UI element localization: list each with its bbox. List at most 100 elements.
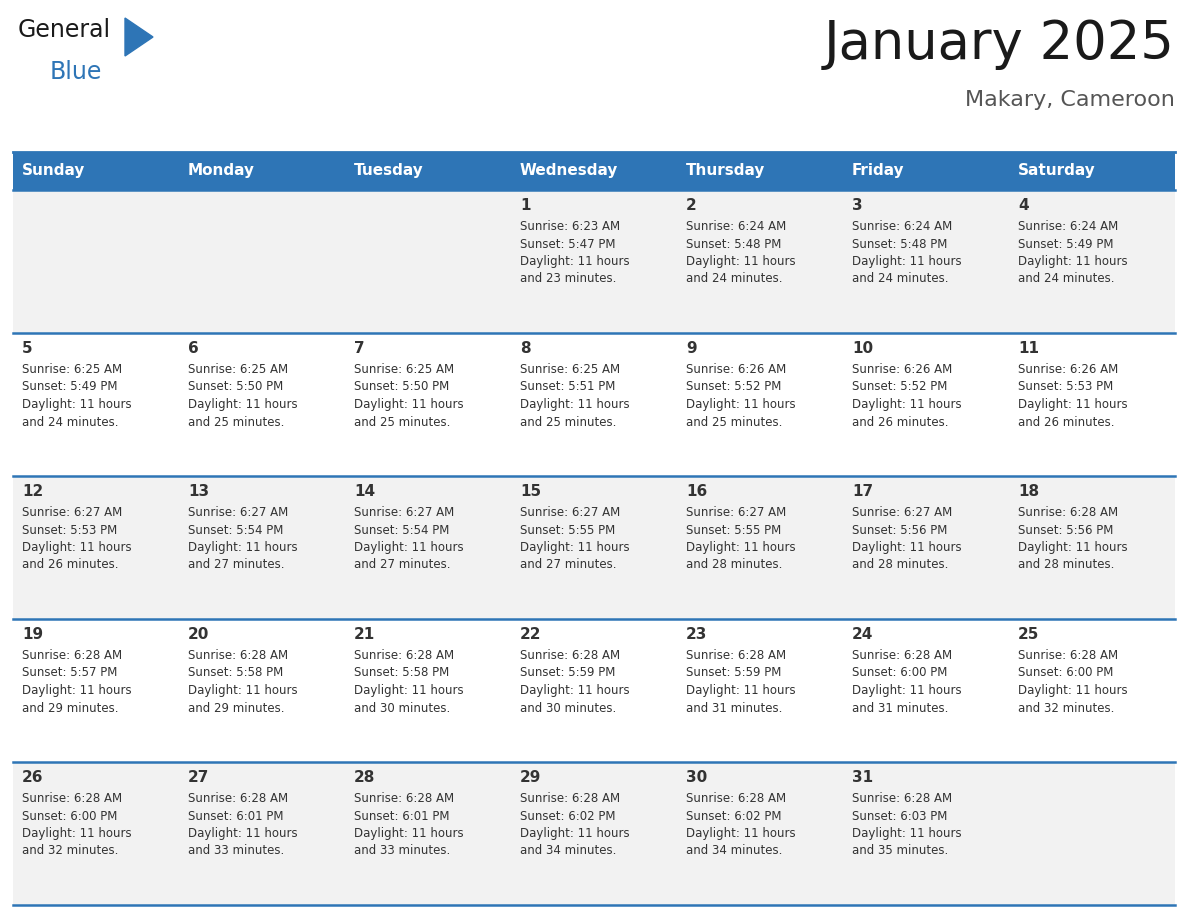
Text: 7: 7 — [354, 341, 365, 356]
Bar — [345, 476, 511, 619]
Bar — [1009, 476, 1175, 619]
Text: Friday: Friday — [852, 163, 904, 178]
Bar — [179, 190, 345, 333]
Text: 8: 8 — [520, 341, 531, 356]
Text: 16: 16 — [685, 484, 707, 499]
Bar — [345, 152, 511, 190]
Bar — [677, 333, 843, 476]
Text: Sunrise: 6:28 AM
Sunset: 5:59 PM
Daylight: 11 hours
and 30 minutes.: Sunrise: 6:28 AM Sunset: 5:59 PM Dayligh… — [520, 649, 630, 714]
Bar — [843, 476, 1009, 619]
Text: 28: 28 — [354, 770, 375, 785]
Bar — [1009, 619, 1175, 762]
Text: Sunrise: 6:24 AM
Sunset: 5:49 PM
Daylight: 11 hours
and 24 minutes.: Sunrise: 6:24 AM Sunset: 5:49 PM Dayligh… — [1018, 220, 1127, 285]
Text: Sunrise: 6:24 AM
Sunset: 5:48 PM
Daylight: 11 hours
and 24 minutes.: Sunrise: 6:24 AM Sunset: 5:48 PM Dayligh… — [852, 220, 961, 285]
Bar — [677, 476, 843, 619]
Bar — [511, 190, 677, 333]
Text: 26: 26 — [23, 770, 44, 785]
Text: 23: 23 — [685, 627, 707, 642]
Bar — [345, 619, 511, 762]
Bar — [677, 762, 843, 905]
Text: 5: 5 — [23, 341, 32, 356]
Text: 31: 31 — [852, 770, 873, 785]
Text: Sunrise: 6:28 AM
Sunset: 6:01 PM
Daylight: 11 hours
and 33 minutes.: Sunrise: 6:28 AM Sunset: 6:01 PM Dayligh… — [354, 792, 463, 857]
Bar — [677, 190, 843, 333]
Text: 27: 27 — [188, 770, 209, 785]
Text: 9: 9 — [685, 341, 696, 356]
Text: Wednesday: Wednesday — [520, 163, 619, 178]
Bar — [511, 333, 677, 476]
Text: Tuesday: Tuesday — [354, 163, 424, 178]
Text: Sunrise: 6:28 AM
Sunset: 5:56 PM
Daylight: 11 hours
and 28 minutes.: Sunrise: 6:28 AM Sunset: 5:56 PM Dayligh… — [1018, 506, 1127, 572]
Text: 24: 24 — [852, 627, 873, 642]
Bar — [843, 152, 1009, 190]
Text: Saturday: Saturday — [1018, 163, 1095, 178]
Text: Sunrise: 6:27 AM
Sunset: 5:56 PM
Daylight: 11 hours
and 28 minutes.: Sunrise: 6:27 AM Sunset: 5:56 PM Dayligh… — [852, 506, 961, 572]
Text: Blue: Blue — [50, 60, 102, 84]
Bar — [1009, 152, 1175, 190]
Text: 2: 2 — [685, 198, 696, 213]
Text: Sunrise: 6:25 AM
Sunset: 5:51 PM
Daylight: 11 hours
and 25 minutes.: Sunrise: 6:25 AM Sunset: 5:51 PM Dayligh… — [520, 363, 630, 429]
Bar — [179, 333, 345, 476]
Text: Sunrise: 6:28 AM
Sunset: 6:02 PM
Daylight: 11 hours
and 34 minutes.: Sunrise: 6:28 AM Sunset: 6:02 PM Dayligh… — [685, 792, 796, 857]
Text: Sunrise: 6:26 AM
Sunset: 5:52 PM
Daylight: 11 hours
and 26 minutes.: Sunrise: 6:26 AM Sunset: 5:52 PM Dayligh… — [852, 363, 961, 429]
Text: Makary, Cameroon: Makary, Cameroon — [965, 90, 1175, 110]
Bar — [1009, 190, 1175, 333]
Bar — [677, 619, 843, 762]
Text: Sunrise: 6:27 AM
Sunset: 5:55 PM
Daylight: 11 hours
and 27 minutes.: Sunrise: 6:27 AM Sunset: 5:55 PM Dayligh… — [520, 506, 630, 572]
Bar — [843, 333, 1009, 476]
Bar — [1009, 762, 1175, 905]
Text: Sunrise: 6:27 AM
Sunset: 5:54 PM
Daylight: 11 hours
and 27 minutes.: Sunrise: 6:27 AM Sunset: 5:54 PM Dayligh… — [188, 506, 298, 572]
Text: 29: 29 — [520, 770, 542, 785]
Text: Sunrise: 6:28 AM
Sunset: 6:00 PM
Daylight: 11 hours
and 32 minutes.: Sunrise: 6:28 AM Sunset: 6:00 PM Dayligh… — [23, 792, 132, 857]
Bar — [13, 619, 179, 762]
Text: Sunrise: 6:27 AM
Sunset: 5:55 PM
Daylight: 11 hours
and 28 minutes.: Sunrise: 6:27 AM Sunset: 5:55 PM Dayligh… — [685, 506, 796, 572]
Text: Sunday: Sunday — [23, 163, 86, 178]
Text: 15: 15 — [520, 484, 541, 499]
Text: 10: 10 — [852, 341, 873, 356]
Text: 30: 30 — [685, 770, 707, 785]
Text: 20: 20 — [188, 627, 209, 642]
Text: General: General — [18, 18, 112, 42]
Bar — [511, 476, 677, 619]
Text: 1: 1 — [520, 198, 531, 213]
Text: Sunrise: 6:28 AM
Sunset: 5:58 PM
Daylight: 11 hours
and 29 minutes.: Sunrise: 6:28 AM Sunset: 5:58 PM Dayligh… — [188, 649, 298, 714]
Text: Monday: Monday — [188, 163, 255, 178]
Text: 12: 12 — [23, 484, 43, 499]
Text: January 2025: January 2025 — [824, 18, 1175, 70]
Text: 4: 4 — [1018, 198, 1029, 213]
Text: 19: 19 — [23, 627, 43, 642]
Bar — [13, 333, 179, 476]
Text: 3: 3 — [852, 198, 862, 213]
Bar — [179, 762, 345, 905]
Bar — [13, 476, 179, 619]
Text: 13: 13 — [188, 484, 209, 499]
Text: 18: 18 — [1018, 484, 1040, 499]
Text: Sunrise: 6:28 AM
Sunset: 6:01 PM
Daylight: 11 hours
and 33 minutes.: Sunrise: 6:28 AM Sunset: 6:01 PM Dayligh… — [188, 792, 298, 857]
Text: 11: 11 — [1018, 341, 1040, 356]
Text: Thursday: Thursday — [685, 163, 765, 178]
Text: Sunrise: 6:28 AM
Sunset: 5:57 PM
Daylight: 11 hours
and 29 minutes.: Sunrise: 6:28 AM Sunset: 5:57 PM Dayligh… — [23, 649, 132, 714]
Bar — [511, 152, 677, 190]
Bar — [511, 619, 677, 762]
Text: Sunrise: 6:26 AM
Sunset: 5:52 PM
Daylight: 11 hours
and 25 minutes.: Sunrise: 6:26 AM Sunset: 5:52 PM Dayligh… — [685, 363, 796, 429]
Bar — [511, 762, 677, 905]
Bar — [179, 152, 345, 190]
Bar — [1009, 333, 1175, 476]
Text: Sunrise: 6:28 AM
Sunset: 5:58 PM
Daylight: 11 hours
and 30 minutes.: Sunrise: 6:28 AM Sunset: 5:58 PM Dayligh… — [354, 649, 463, 714]
Bar — [179, 476, 345, 619]
Bar — [345, 762, 511, 905]
Text: Sunrise: 6:27 AM
Sunset: 5:54 PM
Daylight: 11 hours
and 27 minutes.: Sunrise: 6:27 AM Sunset: 5:54 PM Dayligh… — [354, 506, 463, 572]
Text: Sunrise: 6:27 AM
Sunset: 5:53 PM
Daylight: 11 hours
and 26 minutes.: Sunrise: 6:27 AM Sunset: 5:53 PM Dayligh… — [23, 506, 132, 572]
Text: Sunrise: 6:28 AM
Sunset: 6:02 PM
Daylight: 11 hours
and 34 minutes.: Sunrise: 6:28 AM Sunset: 6:02 PM Dayligh… — [520, 792, 630, 857]
Bar — [345, 333, 511, 476]
Bar — [843, 190, 1009, 333]
Text: Sunrise: 6:25 AM
Sunset: 5:50 PM
Daylight: 11 hours
and 25 minutes.: Sunrise: 6:25 AM Sunset: 5:50 PM Dayligh… — [354, 363, 463, 429]
Text: Sunrise: 6:26 AM
Sunset: 5:53 PM
Daylight: 11 hours
and 26 minutes.: Sunrise: 6:26 AM Sunset: 5:53 PM Dayligh… — [1018, 363, 1127, 429]
Polygon shape — [125, 18, 153, 56]
Text: 25: 25 — [1018, 627, 1040, 642]
Text: Sunrise: 6:23 AM
Sunset: 5:47 PM
Daylight: 11 hours
and 23 minutes.: Sunrise: 6:23 AM Sunset: 5:47 PM Dayligh… — [520, 220, 630, 285]
Text: 21: 21 — [354, 627, 375, 642]
Text: Sunrise: 6:28 AM
Sunset: 5:59 PM
Daylight: 11 hours
and 31 minutes.: Sunrise: 6:28 AM Sunset: 5:59 PM Dayligh… — [685, 649, 796, 714]
Bar — [677, 152, 843, 190]
Text: Sunrise: 6:28 AM
Sunset: 6:03 PM
Daylight: 11 hours
and 35 minutes.: Sunrise: 6:28 AM Sunset: 6:03 PM Dayligh… — [852, 792, 961, 857]
